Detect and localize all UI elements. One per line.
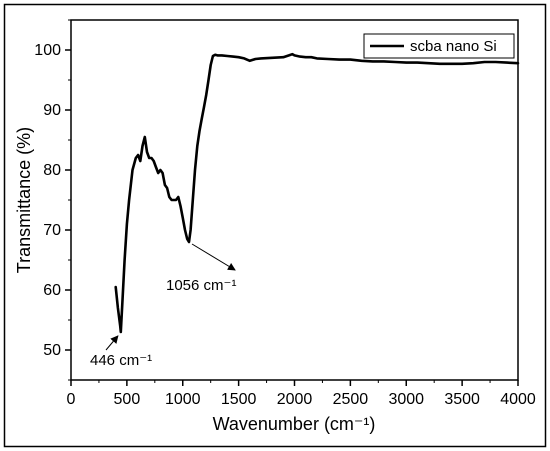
x-tick-label: 4000 [500,391,536,408]
x-tick-label: 3500 [444,391,480,408]
y-tick-label: 80 [43,162,61,179]
annotation-arrow [191,243,236,271]
legend: scba nano Si [363,33,515,59]
series-group [114,52,520,334]
annotation-1056-label: 1056 cm⁻¹ [166,277,236,294]
x-tick-label: 3000 [388,391,424,408]
plot-frame [70,19,519,381]
y-tick-label: 70 [43,222,61,239]
x-tick-label: 1500 [221,391,257,408]
x-tick-label: 1000 [165,391,201,408]
x-tick-label: 0 [67,391,76,408]
y-tick-group: 50 60 70 80 90 100 [34,19,71,381]
annotation-arrow [105,335,119,351]
x-tick-label: 2000 [277,391,313,408]
series-line [114,52,520,334]
y-tick-label: 60 [43,282,61,299]
x-tick-label: 500 [114,391,141,408]
y-tick-label: 50 [43,342,61,359]
y-axis-title: Transmittance (%) [14,127,34,273]
y-tick-label: 100 [34,42,61,59]
annotation-group: 446 cm⁻¹ 1056 cm⁻¹ [90,243,236,369]
annotation-446-label: 446 cm⁻¹ [90,352,152,369]
y-tick-label: 90 [43,102,61,119]
legend-label: scba nano Si [410,38,497,55]
outer-frame [3,3,547,448]
x-axis-title: Wavenumber (cm⁻¹) [213,414,376,434]
x-tick-label: 2500 [333,391,369,408]
x-tick-group: 0 500 1000 1500 2000 2500 3000 3500 4000 [67,380,536,408]
